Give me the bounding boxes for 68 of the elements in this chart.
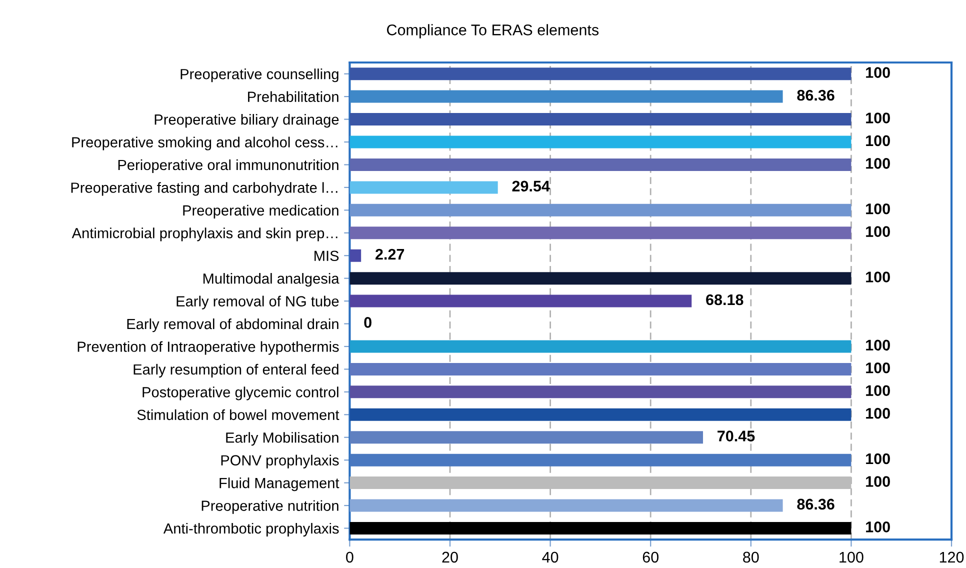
y-tick-label: Perioperative oral immunonutrition [118,159,338,174]
y-tick-label: Fluid Management [220,478,340,492]
x-tick-label: 40 [542,552,558,563]
bar [350,181,498,194]
data-label: 100 [866,226,890,237]
data-label: 29.54 [512,180,550,192]
data-label: 100 [866,67,890,78]
bar [350,408,852,421]
bar [350,386,852,398]
bar [350,68,852,80]
y-tick-label: Multimodal analgesia [203,273,340,287]
data-label: 100 [866,362,890,374]
x-tick-label: 20 [442,552,458,563]
bar [350,272,852,285]
y-tick-label: Early resumption of enteral feed [134,364,338,378]
bar [350,362,852,376]
data-label: 100 [866,135,890,146]
y-tick-label: PONV prophylaxis [221,454,339,468]
bar [350,113,852,126]
y-tick-label: Preoperative counselling [180,68,338,82]
y-tick-label: Preoperative fasting and carbohydrate l… [71,182,338,196]
bar [350,522,852,534]
data-label: 100 [866,476,890,487]
bar [350,249,362,262]
data-label: 100 [866,112,890,124]
bar [350,454,852,466]
data-label: 100 [866,272,890,282]
data-label: 70.45 [718,430,755,442]
bar [350,226,852,240]
x-tick-label: 80 [743,552,759,563]
data-label: 100 [866,158,890,169]
y-tick-label: Preoperative smoking and alcohol cess… [72,136,338,150]
y-tick-label: Stimulation of bowel movement [137,409,340,420]
y-tick-label: Antimicrobial prophylaxis and skin prep… [72,228,338,242]
bar [350,294,692,308]
y-tick-label: Preoperative medication [183,204,338,218]
x-tick-label: 0 [346,552,354,563]
y-tick-label: Preoperative biliary drainage [154,114,339,128]
y-tick-label: Prehabilitation [248,91,338,102]
data-label: 0 [364,317,372,328]
bar [350,431,704,444]
bar [350,340,852,353]
data-label: 100 [866,203,890,214]
bar [350,90,783,103]
y-tick-label: Preoperative nutrition [202,500,338,514]
bar [350,158,852,171]
data-label: 100 [866,408,890,419]
y-tick-label: Early removal of NG tube [176,296,339,310]
chart-title: Compliance To ERAS elements [387,24,599,38]
x-tick-label: 120 [940,552,964,563]
data-label: 100 [866,522,890,532]
bar [350,136,852,148]
y-tick-label: Early Mobilisation [226,432,338,446]
y-tick-label: Anti-thrombotic prophylaxis [163,522,339,537]
x-tick-label: 100 [840,552,864,563]
data-label: 100 [866,385,890,396]
y-tick-label: Early removal of abdominal drain [127,318,338,332]
x-tick-label: 60 [642,552,658,563]
y-tick-label: Postoperative glycemic control [142,386,338,400]
data-label: 68.18 [706,294,744,306]
data-label: 86.36 [797,498,834,510]
data-label: 100 [866,453,890,464]
bar [350,499,783,512]
data-label: 100 [866,340,890,351]
y-tick-label: Prevention of Intraoperative hypothermis [78,341,339,355]
data-label: 2.27 [375,248,404,260]
data-label: 86.36 [797,90,834,101]
y-tick-label: MIS [314,250,339,262]
